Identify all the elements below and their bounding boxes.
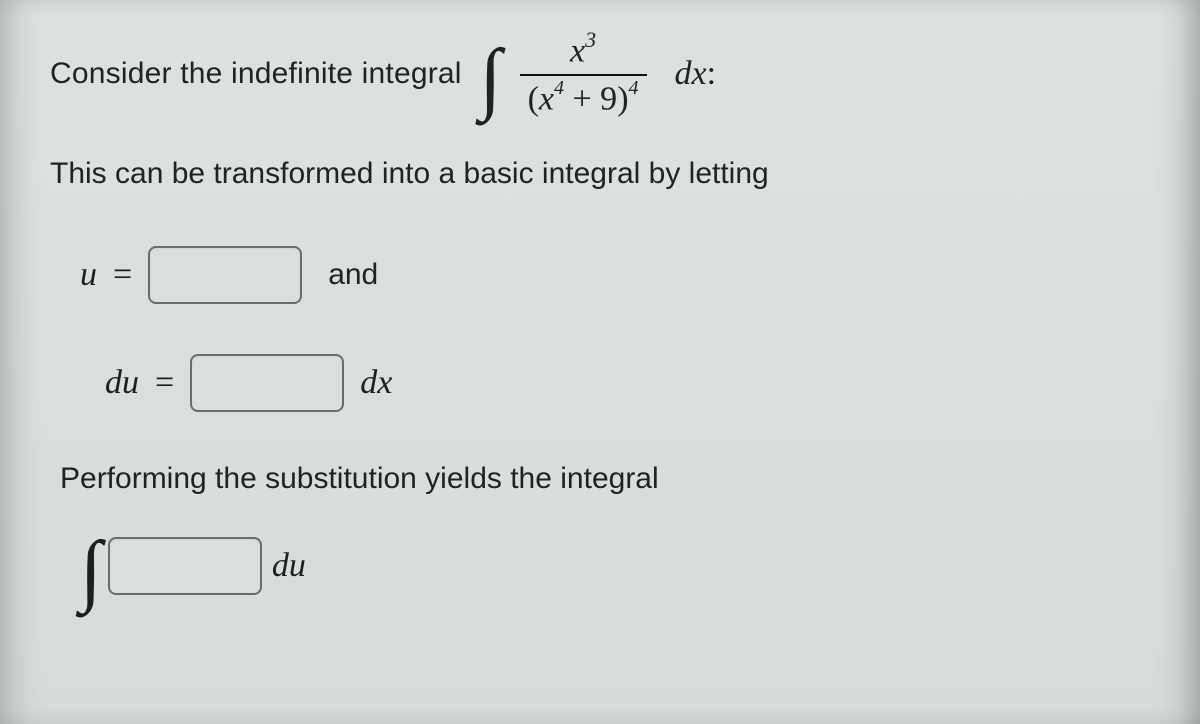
denominator-base: x (539, 80, 554, 117)
fraction-denominator: (x4 + 9)4 (520, 80, 647, 118)
and-label: and (328, 258, 378, 292)
u-equation-row: u = and (80, 246, 1150, 304)
du-input[interactable] (190, 354, 344, 412)
open-paren: ( (528, 80, 539, 117)
prompt-line-1: Consider the indefinite integral ∫ x3 (x… (50, 30, 1150, 117)
dx-text: dx (675, 55, 707, 92)
integrand-fraction: x3 (x4 + 9)4 (520, 30, 647, 117)
numerator-base: x (570, 32, 585, 69)
trailing-colon: : (707, 55, 716, 92)
u-input[interactable] (148, 246, 302, 304)
result-integral-row: ∫ du (80, 526, 1150, 606)
denominator-outer-exponent: 4 (629, 77, 639, 99)
denominator-plus-const: + 9 (564, 80, 617, 117)
du-after-dx: dx (360, 364, 392, 402)
close-paren: ) (617, 80, 628, 117)
u-equals: = (113, 256, 132, 294)
du-var: du (105, 364, 139, 402)
fraction-bar (520, 74, 647, 76)
fraction-numerator: x3 (562, 30, 604, 70)
prompt-line-2: This can be transformed into a basic int… (50, 157, 1150, 191)
question-panel: Consider the indefinite integral ∫ x3 (x… (0, 0, 1200, 724)
numerator-exponent: 3 (585, 27, 596, 52)
du-equation-row: du = dx (105, 354, 1150, 412)
prompt-line-3: Performing the substitution yields the i… (60, 462, 1150, 496)
integral-sign: ∫ (480, 38, 502, 118)
denominator-inner-exponent: 4 (554, 77, 564, 99)
prompt-text-1: Consider the indefinite integral (50, 57, 462, 91)
integrand-input[interactable] (108, 537, 262, 595)
result-du: du (272, 547, 306, 585)
u-var: u (80, 256, 97, 294)
du-equals: = (155, 364, 174, 402)
differential-dx: dx: (665, 55, 717, 93)
result-integral-sign: ∫ (80, 530, 102, 610)
